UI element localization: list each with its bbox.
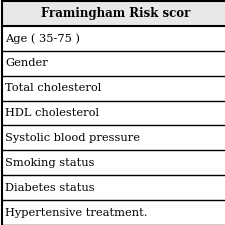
Text: HDL cholesterol: HDL cholesterol [5,108,99,118]
Text: Hypertensive treatment.: Hypertensive treatment. [5,207,148,218]
Bar [2,1,225,26]
Text: Smoking status: Smoking status [5,158,94,168]
Text: Diabetes status: Diabetes status [5,183,95,193]
Text: Total cholesterol: Total cholesterol [5,83,101,93]
Text: Gender: Gender [5,58,48,68]
Text: Framingham Risk scor: Framingham Risk scor [41,7,191,20]
Text: Age ( 35-75 ): Age ( 35-75 ) [5,33,80,44]
Text: Systolic blood pressure: Systolic blood pressure [5,133,140,143]
